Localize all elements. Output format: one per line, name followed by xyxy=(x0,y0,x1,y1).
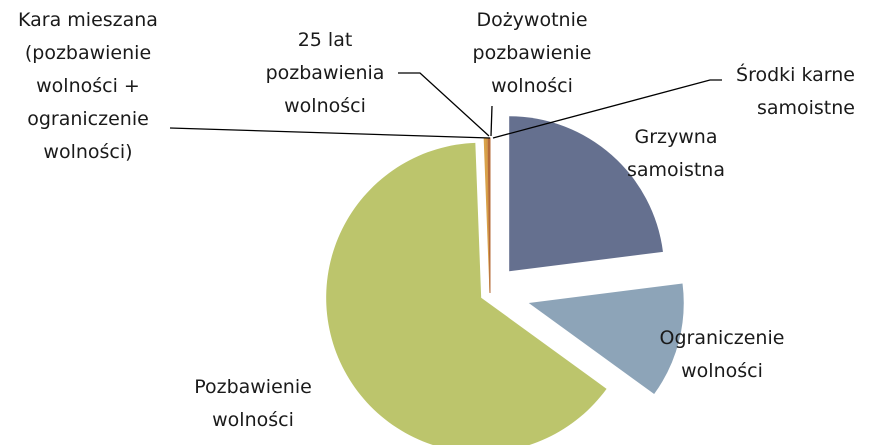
pie-slice xyxy=(509,116,663,272)
slice-label: 25 lat pozbawienia wolności xyxy=(266,29,385,117)
pie-slice xyxy=(528,283,684,395)
leader-line xyxy=(492,79,722,139)
slice-label: Dożywotnie pozbawienie wolności xyxy=(473,9,592,97)
slice-label: Środki karne samoistne xyxy=(736,62,855,119)
slice-label: Pozbawienie wolności xyxy=(194,376,312,431)
pie-slice xyxy=(326,142,607,445)
leader-line xyxy=(169,127,491,139)
slice-label: Ograniczenie wolności xyxy=(660,327,785,382)
slice-label: Kara mieszana (pozbawienie wolności + ogran… xyxy=(18,9,158,163)
leader-line xyxy=(490,105,493,137)
leader-line xyxy=(398,72,490,137)
slice-label: Grzywna samoistna xyxy=(627,126,725,181)
